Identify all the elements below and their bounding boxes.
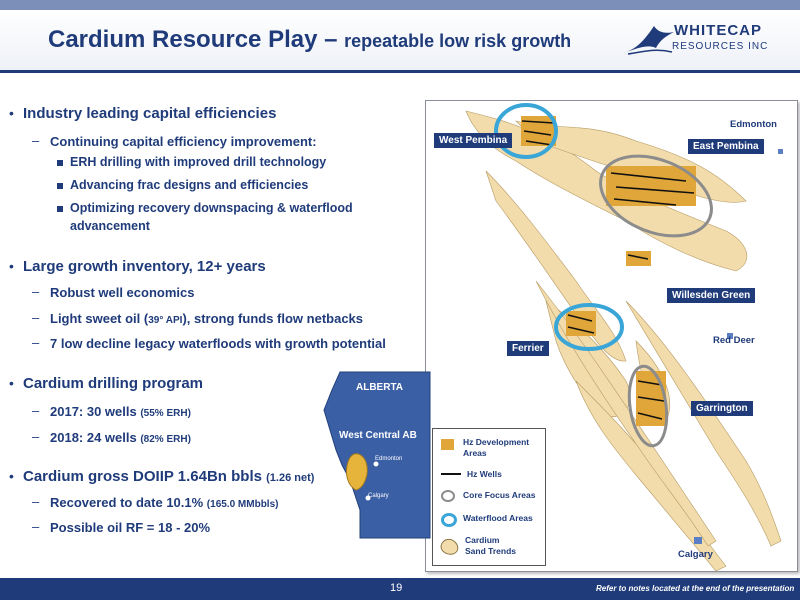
legend-core: Core Focus Areas: [463, 490, 536, 500]
text-part: Cardium gross DOIIP 1.64Bn bbls: [23, 468, 267, 485]
bullet-dot: •: [9, 375, 14, 391]
footer-note: Refer to notes located at the end of the…: [596, 584, 795, 593]
slide-header: [0, 10, 800, 73]
bullet-capital-sub: Continuing capital efficiency improvemen…: [50, 134, 317, 149]
legend-hz-dev-2: Areas: [463, 448, 487, 458]
inset-city-calgary: Calgary: [368, 493, 389, 499]
hz-wells: [521, 120, 695, 420]
waterflood-ferrier: [554, 303, 624, 351]
dash-marker: –: [32, 429, 40, 444]
inset-city-edmonton: Edmonton: [375, 456, 403, 462]
title-main: Cardium Resource Play –: [48, 26, 345, 53]
legend-waterflood: Waterflood Areas: [463, 513, 533, 523]
bullet-dot: •: [9, 258, 14, 274]
company-logo: WHITECAP RESOURCES INC: [624, 14, 794, 64]
page-number: 19: [390, 582, 403, 594]
bullet-drilling-head: Cardium drilling program: [23, 375, 204, 392]
square-marker: [57, 183, 63, 189]
top-band: [0, 0, 800, 10]
dash-marker: –: [32, 284, 40, 299]
legend-core-swatch: [441, 490, 455, 502]
text-part: 2017: 30 wells: [50, 404, 141, 419]
core-focus-east-pembina: [599, 154, 713, 238]
bullet-doiip-rf: Possible oil RF = 18 - 20%: [50, 520, 211, 535]
erh-note: (82% ERH): [140, 434, 191, 445]
bullet-inventory-head: Large growth inventory, 12+ years: [23, 258, 266, 275]
mmbbls-note: (165.0 MMbbls): [206, 499, 279, 510]
bullet-drilling-2017: 2017: 30 wells (55% ERH): [50, 404, 191, 419]
legend-sand-2: Sand Trends: [465, 546, 517, 556]
city-edmonton: Edmonton: [730, 119, 777, 130]
map-graphic: [465, 103, 783, 572]
bullet-capital-item-3-cont: advancement: [70, 219, 150, 233]
slide-title: Cardium Resource Play – repeatable low r…: [48, 26, 571, 54]
label-garrington: Garrington: [691, 401, 753, 416]
label-west-pembina: West Pembina: [434, 133, 513, 148]
label-east-pembina: East Pembina: [688, 139, 764, 154]
core-focus-garrington: [627, 364, 669, 448]
logo-subtext: RESOURCES INC: [672, 41, 769, 52]
dash-marker: –: [32, 519, 40, 534]
whitecap-wave-icon: [626, 26, 674, 55]
city-red-deer: Red Deer: [713, 335, 755, 346]
bullet-capital-item-3: Optimizing recovery downspacing & waterf…: [70, 201, 353, 215]
square-marker: [57, 160, 63, 166]
bullet-inventory-item-2: Light sweet oil (39° API), strong funds …: [50, 311, 363, 326]
legend-waterflood-swatch: [441, 513, 457, 527]
bullet-doiip-head: Cardium gross DOIIP 1.64Bn bbls (1.26 ne…: [23, 468, 314, 485]
dash-marker: –: [32, 494, 40, 509]
inset-calgary-dot: [365, 495, 371, 501]
alberta-inset-map: ALBERTA West Central AB Edmonton Calgary: [322, 370, 442, 540]
bullet-inventory-item-1: Robust well economics: [50, 285, 195, 300]
net-note: (1.26 net): [266, 472, 315, 484]
label-ferrier: Ferrier: [507, 341, 549, 356]
alberta-shape: [323, 371, 431, 539]
dash-marker: –: [32, 310, 40, 325]
title-subtitle: repeatable low risk growth: [344, 31, 572, 51]
bullet-dot: •: [9, 468, 14, 484]
logo-text: WHITECAP: [674, 22, 762, 39]
inset-province: ALBERTA: [356, 382, 404, 393]
legend-sand: Cardium: [465, 535, 500, 545]
text-part: 2018: 24 wells: [50, 430, 141, 445]
city-calgary: Calgary: [678, 549, 713, 560]
dash-marker: –: [32, 335, 40, 350]
erh-note: (55% ERH): [140, 408, 191, 419]
legend-hz-dev: Hz Development: [463, 437, 530, 447]
square-marker: [57, 206, 63, 212]
legend-sand-swatch: [440, 538, 459, 555]
inset-region: West Central AB: [339, 430, 417, 441]
calgary-marker: [694, 537, 702, 544]
bullet-drilling-2018: 2018: 24 wells (82% ERH): [50, 430, 191, 445]
legend-hz-wells: Hz Wells: [467, 469, 502, 479]
bullet-inventory-item-3: 7 low decline legacy waterfloods with gr…: [50, 336, 386, 351]
inset-edmonton-dot: [373, 461, 379, 467]
bullet-capital-item-2: Advancing frac designs and efficiencies: [70, 178, 309, 192]
label-willesden-green: Willesden Green: [667, 288, 756, 303]
dash-marker: –: [32, 133, 40, 148]
map-legend: Hz Development Areas Hz Wells Core Focus…: [432, 428, 546, 566]
text-part: Recovered to date 10.1%: [50, 495, 207, 510]
text-part: ), strong funds flow netbacks: [182, 311, 364, 326]
bullet-dot: •: [9, 105, 14, 121]
dash-marker: –: [32, 403, 40, 418]
slide-footer: [0, 578, 800, 600]
bullet-doiip-recovered: Recovered to date 10.1% (165.0 MMbbls): [50, 495, 278, 510]
cardium-map: [425, 100, 798, 572]
api-note: 39° API: [148, 315, 183, 326]
edmonton-marker: [778, 149, 783, 154]
legend-wells-swatch: [441, 473, 461, 475]
legend-dev-swatch: [441, 439, 454, 450]
text-part: Light sweet oil (: [50, 311, 149, 326]
bullet-capital-head: Industry leading capital efficiencies: [23, 105, 277, 122]
waterflood-west-pembina: [494, 103, 558, 159]
bullet-capital-item-1: ERH drilling with improved drill technol…: [70, 155, 327, 169]
red-deer-marker: [727, 333, 733, 339]
